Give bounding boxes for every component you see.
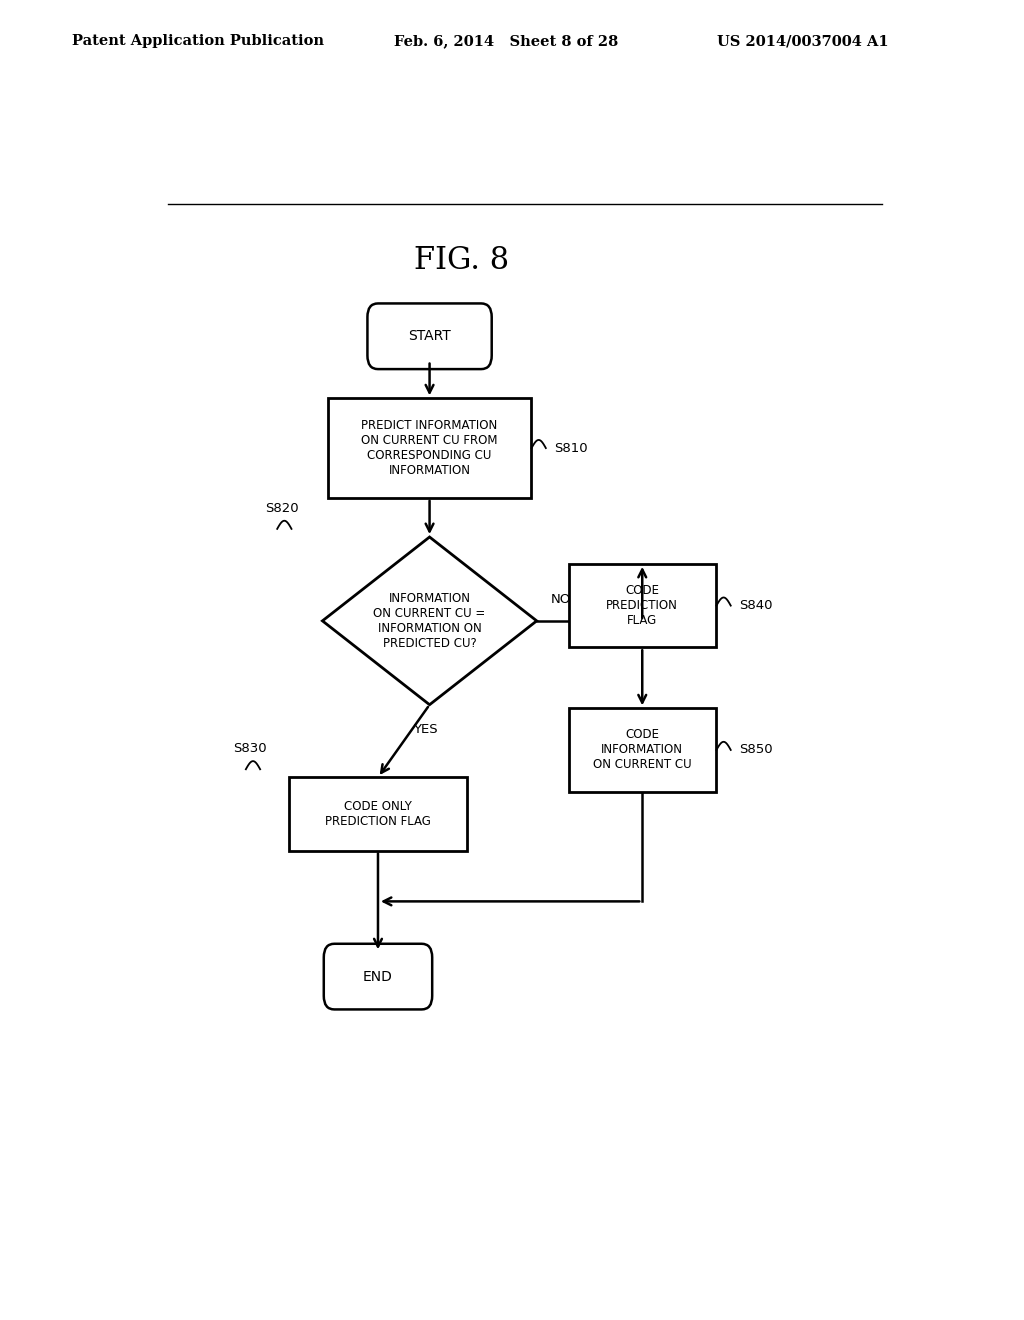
Bar — [569, 709, 716, 792]
Text: Feb. 6, 2014   Sheet 8 of 28: Feb. 6, 2014 Sheet 8 of 28 — [394, 34, 618, 49]
Text: START: START — [409, 329, 451, 343]
FancyBboxPatch shape — [368, 304, 492, 370]
Text: CODE
PREDICTION
FLAG: CODE PREDICTION FLAG — [606, 585, 678, 627]
Bar — [569, 564, 716, 647]
Bar — [329, 399, 530, 498]
Text: CODE
INFORMATION
ON CURRENT CU: CODE INFORMATION ON CURRENT CU — [593, 729, 691, 771]
Text: PREDICT INFORMATION
ON CURRENT CU FROM
CORRESPONDING CU
INFORMATION: PREDICT INFORMATION ON CURRENT CU FROM C… — [361, 418, 498, 477]
Text: CODE ONLY
PREDICTION FLAG: CODE ONLY PREDICTION FLAG — [325, 800, 431, 828]
Polygon shape — [323, 537, 537, 705]
Text: S840: S840 — [739, 599, 773, 612]
FancyBboxPatch shape — [324, 944, 432, 1010]
Text: Patent Application Publication: Patent Application Publication — [72, 34, 324, 49]
Text: S830: S830 — [232, 742, 266, 755]
Text: US 2014/0037004 A1: US 2014/0037004 A1 — [717, 34, 889, 49]
Text: INFORMATION
ON CURRENT CU =
INFORMATION ON
PREDICTED CU?: INFORMATION ON CURRENT CU = INFORMATION … — [374, 591, 485, 649]
Text: S820: S820 — [265, 502, 299, 515]
Bar — [289, 777, 467, 850]
Text: FIG. 8: FIG. 8 — [414, 244, 509, 276]
Text: NO: NO — [551, 593, 571, 606]
Text: YES: YES — [414, 723, 438, 737]
Text: S810: S810 — [555, 442, 588, 454]
Text: END: END — [364, 970, 393, 983]
Text: S850: S850 — [739, 743, 773, 756]
